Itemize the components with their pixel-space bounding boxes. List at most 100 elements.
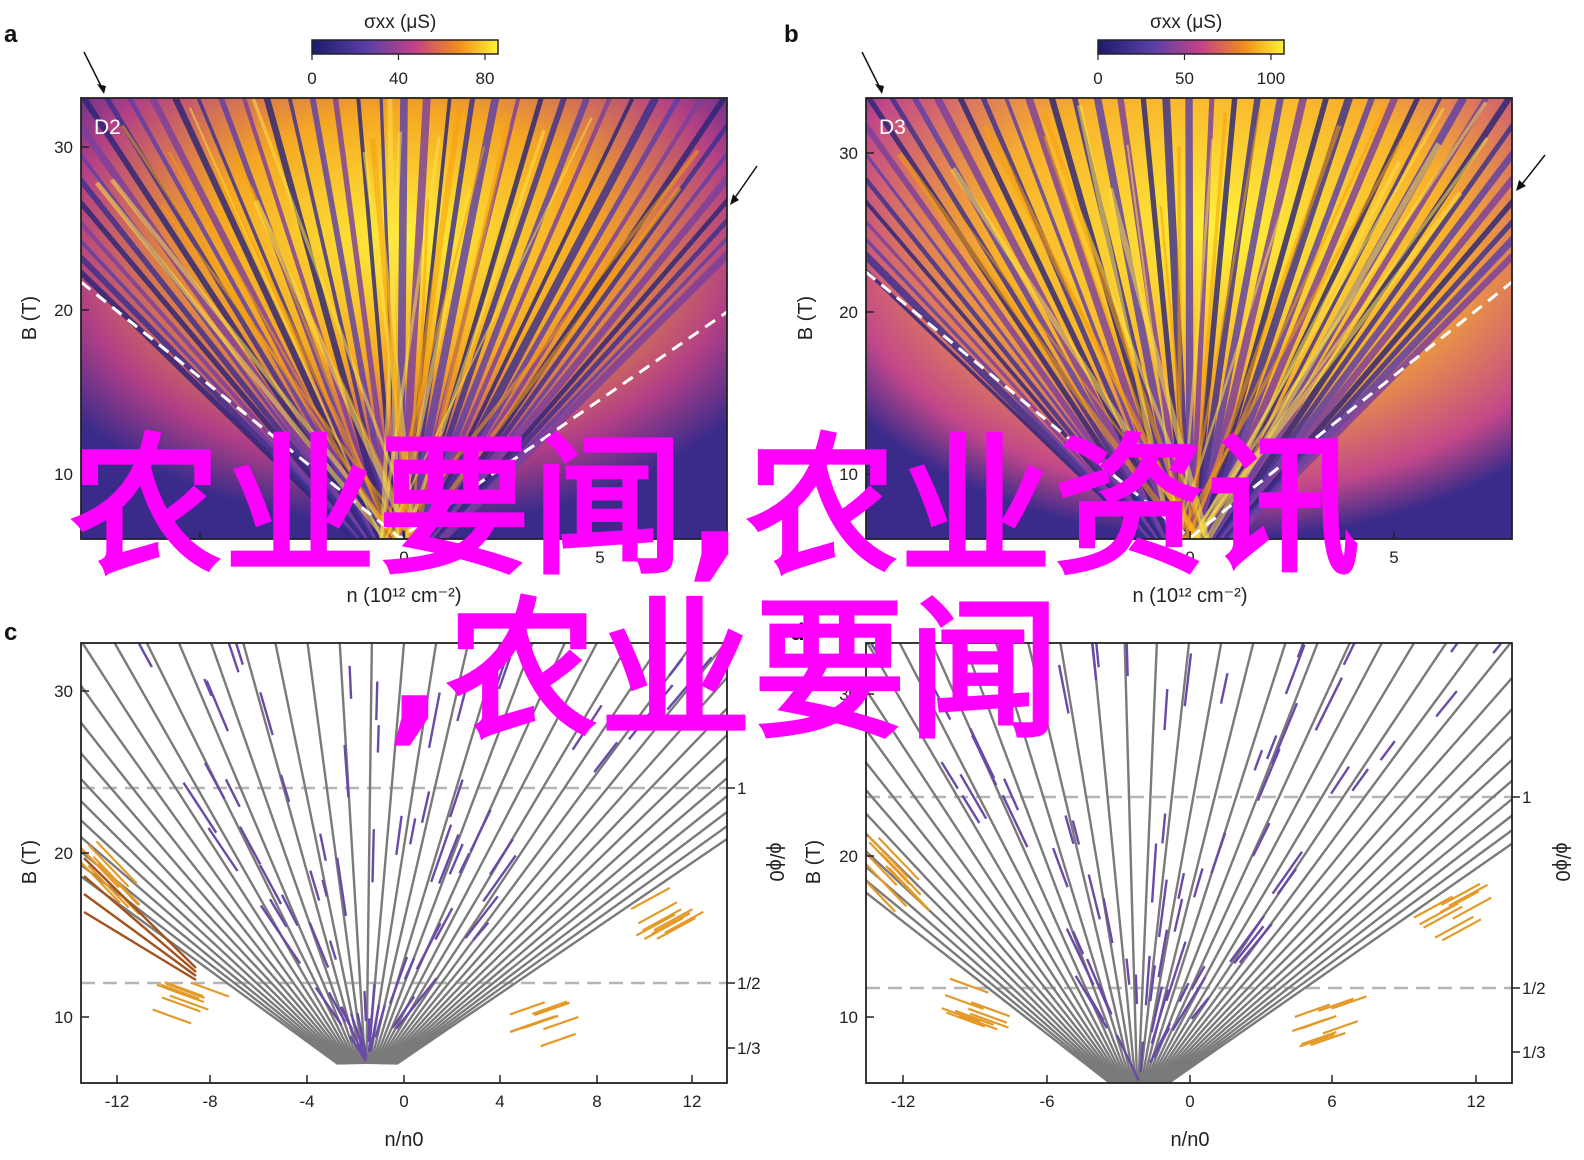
heatmap-bright-streak	[379, 136, 441, 539]
fan-line-purple	[940, 761, 959, 790]
fan-line-purple	[1150, 989, 1170, 1044]
y-axis-title-d: B (T)	[803, 840, 825, 884]
fan-line-grey	[391, 794, 727, 1065]
fan-line-purple	[1157, 879, 1168, 938]
heatmap-bright-streak	[109, 178, 399, 539]
fan-line-grey	[1147, 643, 1383, 1083]
colorbar-tick-label: 50	[1175, 69, 1194, 88]
fan-line-orange	[1291, 1017, 1328, 1033]
fan-line-orange	[81, 860, 121, 904]
fan-line-orange	[1294, 1003, 1331, 1018]
panel-c: c -12 -8 -4 0 4 8 12 10 20 30 1 1/2 1/3 B (T) ϕ/ϕ0 n…	[4, 619, 787, 1151]
fan-line-purple	[1071, 820, 1081, 845]
x-tick-label: 0	[1185, 548, 1194, 567]
heatmap-streak	[980, 98, 1175, 539]
fan-line-orange	[642, 908, 682, 932]
fan-line-purple	[1134, 974, 1139, 1005]
fan-line-purple	[1150, 986, 1164, 1033]
fan-line-orange	[1439, 890, 1480, 914]
x-tick-label: -12	[105, 1092, 130, 1111]
heatmap-streak	[127, 98, 378, 539]
fan-line-grey	[866, 760, 1122, 1083]
heatmap-streak	[81, 268, 358, 539]
heatmap-streak	[1189, 98, 1215, 539]
y-tick-label: 30	[54, 138, 73, 157]
fan-line-purple	[371, 829, 375, 883]
heatmap-streak	[418, 98, 635, 539]
arrow-b-right	[1516, 154, 1546, 191]
fan-line-purple	[234, 643, 244, 665]
heatmap-streak	[434, 197, 727, 539]
fan-line-purple	[571, 704, 603, 751]
watermark-line-1: 农业要闻,农业资讯	[70, 419, 1362, 596]
fan-line-purple	[1238, 923, 1273, 964]
fan-line-purple	[1183, 653, 1193, 707]
fan-line-orange	[543, 1015, 579, 1031]
fan-line-orange	[1452, 896, 1492, 920]
heatmap-bright-streak	[897, 152, 1188, 539]
colorbar-gradient-a	[311, 39, 499, 55]
x-tick-label: 6	[1327, 1092, 1336, 1111]
fan-line-purple	[309, 870, 321, 901]
heatmap-streak	[866, 175, 1158, 539]
fan-line-grey	[306, 643, 365, 1065]
fan-line-orange	[534, 1001, 570, 1017]
fan-line-purple	[415, 922, 442, 970]
watermark-line-2: ,农业要闻	[386, 583, 1062, 760]
heatmap-streak	[866, 120, 1163, 539]
fan-line-brown	[83, 875, 197, 973]
fan-line-purple	[348, 665, 353, 699]
fan-line-purple	[434, 907, 454, 941]
x-tick-label: -8	[202, 1092, 217, 1111]
fan-line-purple	[1095, 643, 1100, 668]
fan-line-purple	[959, 773, 988, 820]
right-tick-label: 1	[737, 779, 746, 798]
fan-line-purple	[1270, 702, 1299, 765]
fan-line-purple	[1139, 1041, 1144, 1073]
fan-line-orange	[866, 851, 898, 887]
heatmap-streak	[866, 198, 1156, 539]
fan-line-grey	[1154, 643, 1512, 1083]
fan-line-purple	[314, 986, 343, 1026]
x-tick-label: 8	[592, 1092, 601, 1111]
fan-line-purple	[497, 656, 512, 690]
fan-line-purple	[1165, 941, 1187, 1002]
fan-line-orange	[635, 913, 676, 937]
heatmap-bright-streak	[1185, 107, 1386, 539]
fan-line-orange	[653, 908, 694, 932]
fan-line-grey	[374, 643, 566, 1065]
heatmap-streak	[81, 253, 361, 539]
fan-line-purple	[668, 657, 684, 677]
right-tick-label: 1/2	[1522, 979, 1546, 998]
fan-line-purple	[930, 683, 952, 721]
heatmap-bright-streak	[950, 166, 1202, 539]
fan-line-purple	[627, 684, 674, 741]
fan-line-grey	[338, 643, 367, 1065]
fan-line-purple	[472, 921, 490, 941]
fan-line-orange	[95, 840, 138, 885]
fan-line-grey	[898, 643, 1128, 1083]
colorbar-tick-label: 40	[389, 69, 408, 88]
heatmap-bright-streak	[387, 98, 400, 539]
heatmap-streak	[81, 220, 364, 539]
heatmap-streak	[866, 250, 1151, 539]
y-tick-label: 10	[54, 465, 73, 484]
fan-line-purple	[205, 680, 230, 732]
fan-line-purple	[1177, 872, 1186, 900]
fan-line-purple	[593, 741, 619, 773]
colorbar-tick-label: 0	[1093, 69, 1102, 88]
fan-line-purple	[427, 692, 441, 749]
fan-line-orange	[954, 1009, 994, 1026]
fan-line-grey	[866, 727, 1123, 1083]
colorbar-b: σxx (μS) 0 50 100	[1093, 12, 1285, 88]
y-tick-label: 20	[839, 847, 858, 866]
fan-line-grey	[386, 733, 727, 1065]
x-tick-label: 0	[399, 548, 408, 567]
heatmap-streak	[411, 98, 567, 539]
fan-line-grey	[81, 643, 355, 1065]
fan-line-grey	[81, 863, 341, 1065]
fan-line-grey	[866, 643, 1127, 1083]
panel-letter-a: a	[4, 21, 18, 48]
heatmap-streak	[866, 268, 1148, 539]
fan-line-purple	[1090, 643, 1098, 681]
